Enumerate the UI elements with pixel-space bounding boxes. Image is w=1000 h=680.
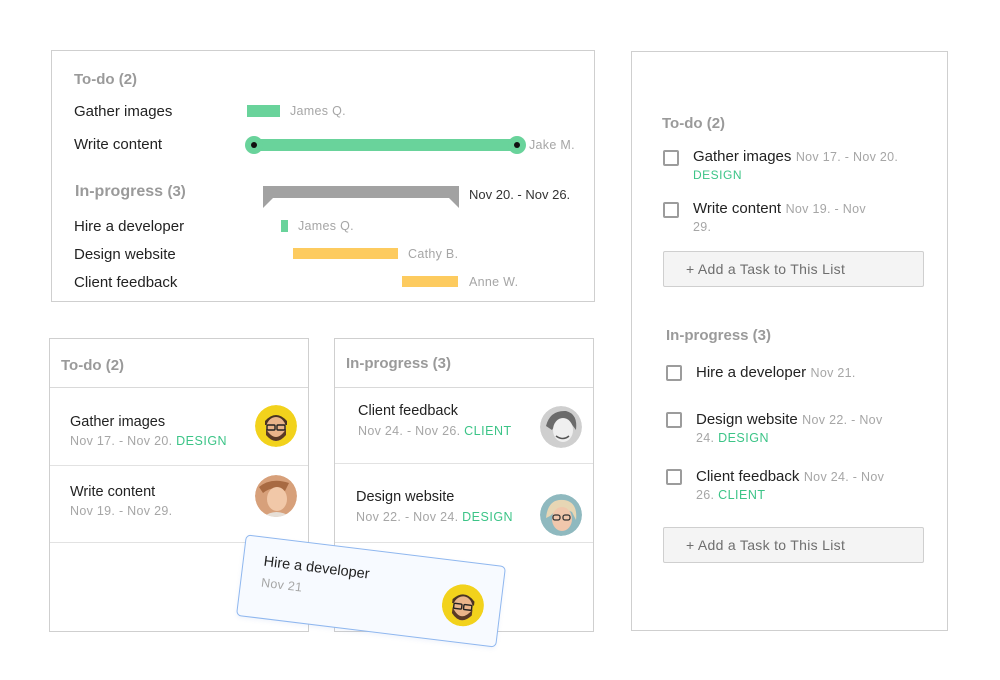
gantt-assignee: Anne W. (469, 275, 519, 289)
gantt-assignee: Cathy B. (408, 247, 459, 261)
man-avatar (255, 475, 297, 517)
gantt-inprogress-header: In-progress (3) (75, 183, 186, 200)
woman-bw-avatar (540, 406, 582, 448)
checklist-item-dates: Nov 19. - Nov (785, 202, 866, 216)
dragging-card[interactable]: Hire a developer Nov 21 (235, 534, 507, 648)
checklist-item-name: Client feedback (696, 468, 800, 485)
kanban-card-meta: Nov 17. - Nov 20. DESIGN (70, 434, 228, 448)
gantt-assignee: James Q. (298, 219, 354, 233)
tag-label: DESIGN (718, 431, 769, 445)
task-checkbox[interactable] (666, 412, 682, 428)
gantt-task-write-content[interactable]: Write content (74, 136, 163, 153)
gantt-task-client-feedback[interactable]: Client feedback (74, 274, 178, 291)
tag-label: CLIENT (718, 488, 766, 502)
gantt-panel: To-do (2) Gather images James Q. Write c… (51, 50, 595, 302)
checklist-item-dates-cont: 24. DESIGN (696, 431, 769, 445)
checklist-inprogress-header: In-progress (3) (666, 327, 772, 344)
dragging-card-date: Nov 21 (260, 575, 304, 595)
tag-label: DESIGN (462, 510, 514, 524)
checklist-item-dates: Nov 22. - Nov (802, 413, 883, 427)
checklist-item-dates-cont: 26. CLIENT (696, 488, 766, 502)
checklist-item-dates: Nov 24. - Nov (803, 470, 885, 484)
checklist-item[interactable]: Write content Nov 19. - Nov 29. (693, 200, 933, 234)
bearded-man-avatar (440, 582, 487, 629)
kanban-card[interactable]: Write content Nov 19. - Nov 29. (50, 466, 308, 543)
task-checkbox[interactable] (663, 150, 679, 166)
drag-handle-start-icon[interactable] (245, 136, 263, 154)
kanban-card[interactable]: Gather images Nov 17. - Nov 20. DESIGN (50, 388, 308, 466)
gantt-bar-write-content[interactable] (252, 139, 517, 151)
gantt-task-design-website[interactable]: Design website (74, 246, 176, 263)
checklist-item[interactable]: Gather images Nov 17. - Nov 20. DESIGN (693, 148, 933, 182)
kanban-card[interactable]: Client feedback Nov 24. - Nov 26. CLIENT (335, 388, 593, 464)
drag-handle-end-icon[interactable] (508, 136, 526, 154)
kanban-card[interactable]: Design website Nov 22. - Nov 24. DESIGN (335, 464, 593, 543)
checklist-item-dates: Nov 21. (810, 366, 856, 380)
gantt-group-date-range: Nov 20. - Nov 26. (469, 187, 571, 202)
tag-label: DESIGN (693, 168, 743, 182)
kanban-card-meta: Nov 24. - Nov 26. CLIENT (358, 424, 512, 438)
kanban-column-title: To-do (2) (61, 357, 125, 374)
checklist-item[interactable]: Hire a developer Nov 21. (696, 364, 932, 382)
add-task-button[interactable]: + Add a Task to This List (663, 251, 924, 287)
checklist-item-dates: Nov 17. - Nov 20. (795, 150, 899, 164)
kanban-card-meta: Nov 19. - Nov 29. (70, 504, 173, 518)
kanban-card-title: Gather images (70, 414, 166, 430)
task-checkbox[interactable] (666, 469, 682, 485)
task-checkbox[interactable] (663, 202, 679, 218)
tag-label: CLIENT (464, 424, 512, 438)
woman-glasses-avatar (540, 494, 582, 536)
gantt-task-gather-images[interactable]: Gather images (74, 103, 173, 120)
checklist-panel: To-do (2) Gather images Nov 17. - Nov 20… (631, 51, 948, 631)
bearded-man-avatar (255, 405, 297, 447)
checklist-item[interactable]: Client feedback Nov 24. - Nov 26. CLIENT (696, 468, 932, 502)
checklist-item-name: Hire a developer (696, 364, 807, 381)
kanban-column-header: To-do (2) (50, 339, 308, 388)
kanban-card-title: Write content (70, 484, 156, 500)
kanban-column-todo: To-do (2) Gather images Nov 17. - Nov 20… (49, 338, 309, 632)
checklist-item[interactable]: Design website Nov 22. - Nov 24. DESIGN (696, 411, 932, 445)
gantt-assignee: Jake M. (529, 138, 575, 152)
gantt-assignee: James Q. (290, 104, 346, 118)
gantt-bar-design-website[interactable] (293, 248, 398, 259)
task-checkbox[interactable] (666, 365, 682, 381)
gantt-todo-header: To-do (2) (74, 71, 138, 88)
kanban-card-title: Design website (356, 489, 455, 505)
gantt-bar-hire-developer[interactable] (281, 220, 288, 232)
add-task-button[interactable]: + Add a Task to This List (663, 527, 924, 563)
gantt-bar-client-feedback[interactable] (402, 276, 458, 287)
kanban-card-title: Client feedback (358, 403, 458, 419)
checklist-item-name: Gather images (693, 148, 792, 165)
gantt-bar-gather-images[interactable] (247, 105, 280, 117)
kanban-column-header: In-progress (3) (335, 339, 593, 388)
kanban-card-meta: Nov 22. - Nov 24. DESIGN (356, 510, 514, 524)
kanban-column-title: In-progress (3) (346, 355, 452, 372)
checklist-todo-header: To-do (2) (662, 115, 726, 132)
gantt-task-hire-developer[interactable]: Hire a developer (74, 218, 185, 235)
checklist-item-name: Design website (696, 411, 798, 428)
checklist-item-name: Write content (693, 200, 782, 217)
checklist-item-dates-cont: 29. (693, 220, 712, 234)
gantt-group-bracket[interactable] (263, 186, 459, 208)
tag-label: DESIGN (176, 434, 228, 448)
